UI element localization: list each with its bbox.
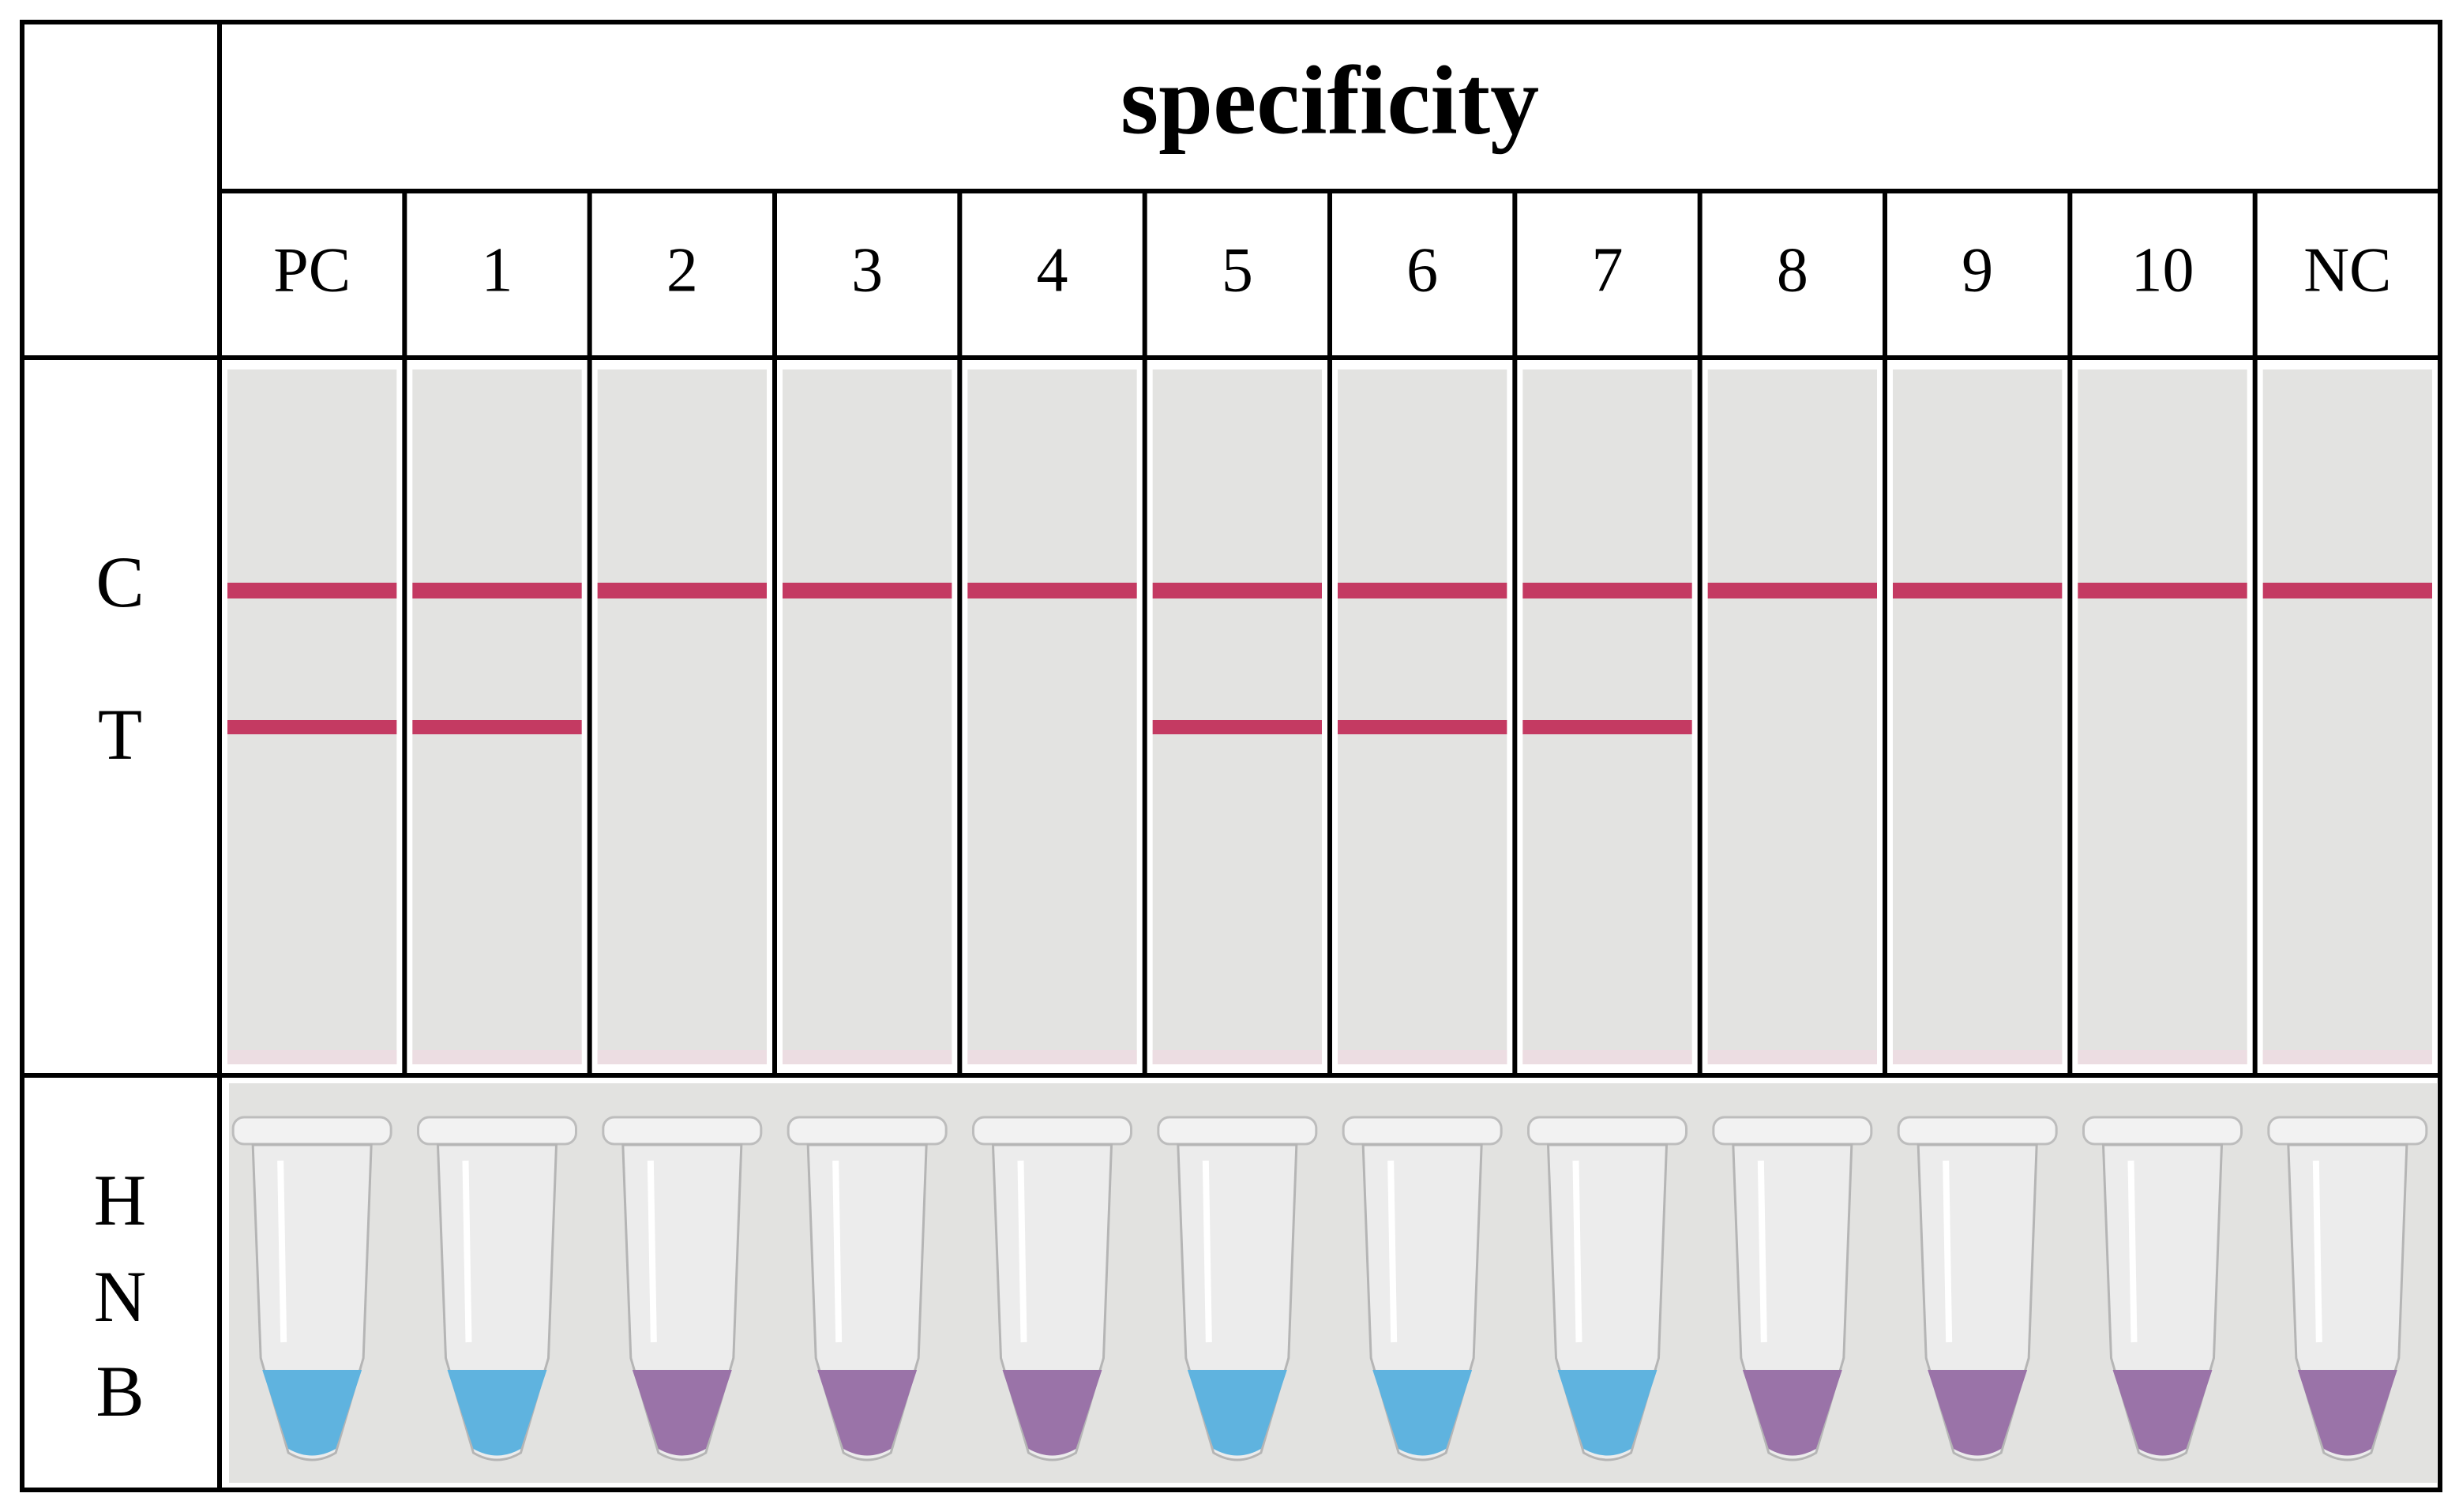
tube-cap — [972, 1116, 1132, 1146]
column-label: NC — [2303, 235, 2391, 305]
tube-highlight — [832, 1160, 843, 1343]
tube-liquid — [2297, 1370, 2397, 1456]
strip-bottom — [2262, 1050, 2432, 1064]
tube-cap — [417, 1116, 577, 1146]
tube-cap — [1157, 1116, 1318, 1146]
control-line — [1893, 583, 2063, 598]
test-strip — [2262, 370, 2432, 1064]
tube-cap — [787, 1116, 948, 1146]
tube-highlight — [462, 1160, 472, 1343]
column-label: 8 — [1777, 235, 1808, 305]
control-line — [597, 583, 767, 598]
column-label: 7 — [1592, 235, 1624, 305]
tube-liquid — [447, 1370, 547, 1456]
test-strip — [1522, 370, 1692, 1064]
strip-bottom — [597, 1050, 767, 1064]
column-label: 1 — [482, 235, 513, 305]
strip-bottom — [1338, 1050, 1507, 1064]
tube-highlight — [647, 1160, 657, 1343]
test-strip — [2078, 370, 2247, 1064]
table-grid — [20, 20, 2442, 1492]
strip-bottom — [1522, 1050, 1692, 1064]
tube-liquid — [1742, 1370, 1842, 1456]
strip-bottom — [2078, 1050, 2247, 1064]
control-line — [2078, 583, 2247, 598]
strip-bottom — [783, 1050, 952, 1064]
tube-liquid — [1187, 1370, 1287, 1456]
column-label: 2 — [666, 235, 698, 305]
control-line — [1338, 583, 1507, 598]
tube-cap — [1342, 1116, 1503, 1146]
column-label: 6 — [1406, 235, 1438, 305]
test-line — [1522, 720, 1692, 734]
strip-bottom — [967, 1050, 1137, 1064]
row-label: T — [98, 694, 142, 775]
tube-liquid — [1372, 1370, 1473, 1456]
tube-cap — [602, 1116, 763, 1146]
column-label: 4 — [1037, 235, 1068, 305]
test-strip — [783, 370, 952, 1064]
row-label: C — [96, 542, 144, 622]
test-strip — [227, 370, 397, 1064]
tube-highlight — [2312, 1160, 2322, 1343]
tube-highlight — [1387, 1160, 1398, 1343]
tube-cap — [1897, 1116, 2058, 1146]
tube-cap — [1712, 1116, 1873, 1146]
strip-bottom — [1152, 1050, 1322, 1064]
row-label: N — [94, 1256, 146, 1337]
test-line — [1338, 720, 1507, 734]
tube-highlight — [1757, 1160, 1767, 1343]
control-line — [412, 583, 582, 598]
column-label: 3 — [851, 235, 883, 305]
control-line — [1707, 583, 1877, 598]
tube-liquid — [262, 1370, 362, 1456]
tube-liquid — [2112, 1370, 2213, 1456]
test-line — [412, 720, 582, 734]
strip-bottom — [1893, 1050, 2063, 1064]
title: specificity — [1121, 46, 1539, 154]
tube-highlight — [1017, 1160, 1027, 1343]
tube-liquid — [632, 1370, 732, 1456]
tube-highlight — [1572, 1160, 1582, 1343]
test-strip — [597, 370, 767, 1064]
column-label: PC — [273, 235, 351, 305]
tube-cap — [2267, 1116, 2428, 1146]
row-label: H — [94, 1160, 146, 1240]
tube-liquid — [1002, 1370, 1102, 1456]
tube-cap — [1527, 1116, 1688, 1146]
test-line — [1152, 720, 1322, 734]
control-line — [967, 583, 1137, 598]
test-strip — [1707, 370, 1877, 1064]
tube-liquid — [1557, 1370, 1657, 1456]
test-line — [227, 720, 397, 734]
control-line — [783, 583, 952, 598]
control-line — [1152, 583, 1322, 598]
column-label: 9 — [1962, 235, 1993, 305]
test-strip — [967, 370, 1137, 1064]
tube-highlight — [277, 1160, 287, 1343]
tube-highlight — [1202, 1160, 1212, 1343]
strip-bottom — [227, 1050, 397, 1064]
column-label: 10 — [2131, 235, 2194, 305]
test-strip — [412, 370, 582, 1064]
control-line — [1522, 583, 1692, 598]
strip-bottom — [1707, 1050, 1877, 1064]
strip-bottom — [412, 1050, 582, 1064]
tube-cap — [231, 1116, 392, 1146]
control-line — [227, 583, 397, 598]
test-strip — [1152, 370, 1322, 1064]
test-strip — [1338, 370, 1507, 1064]
control-line — [2262, 583, 2432, 598]
tube-highlight — [2127, 1160, 2138, 1343]
test-strip — [1893, 370, 2063, 1064]
tube-liquid — [817, 1370, 918, 1456]
row-label: B — [96, 1351, 144, 1431]
tube-photo — [229, 1083, 2437, 1483]
tube-cap — [2082, 1116, 2243, 1146]
column-label: 5 — [1222, 235, 1253, 305]
tube-highlight — [1943, 1160, 1953, 1343]
tube-liquid — [1928, 1370, 2028, 1456]
